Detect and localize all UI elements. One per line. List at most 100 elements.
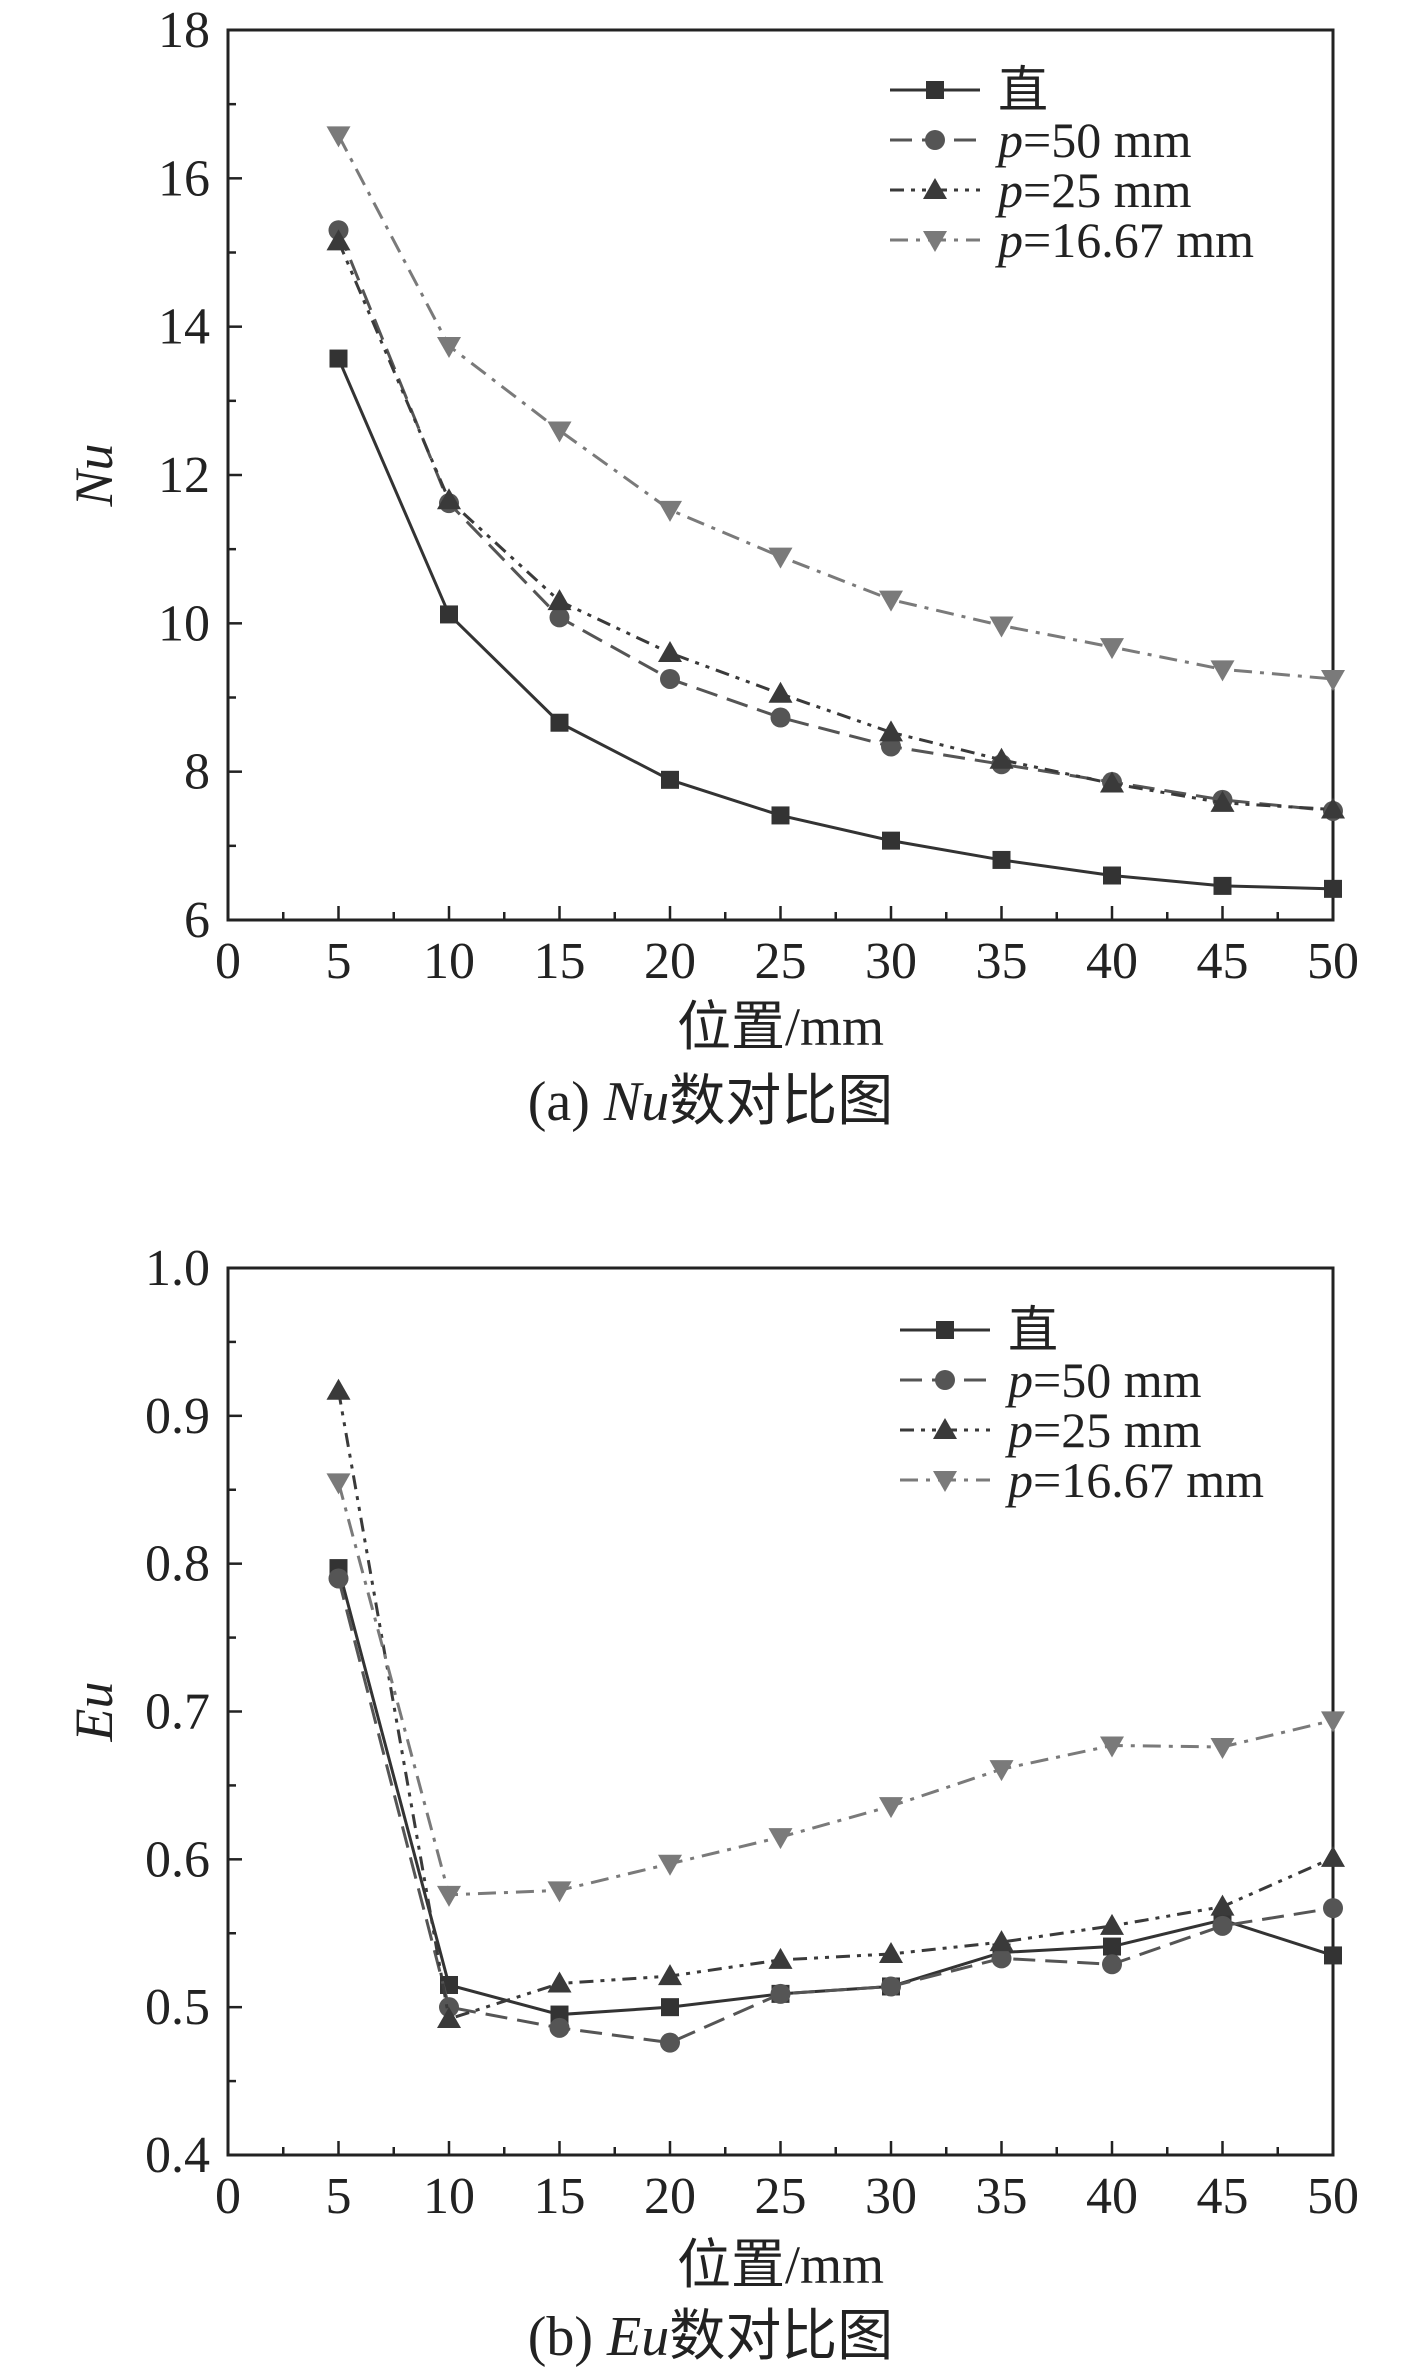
x-tick-label: 40 bbox=[1086, 2168, 1138, 2225]
figure-caption: (b) Eu数对比图 bbox=[528, 2306, 894, 2368]
data-point bbox=[1210, 660, 1235, 682]
data-point bbox=[547, 1971, 572, 1993]
legend-label-var: p bbox=[995, 112, 1023, 168]
series-1 bbox=[329, 1559, 1342, 2024]
data-point bbox=[989, 1930, 1014, 1952]
data-point bbox=[882, 831, 900, 850]
data-point bbox=[1321, 797, 1345, 819]
data-point bbox=[768, 547, 793, 569]
series-2 bbox=[328, 1568, 1343, 2053]
data-point bbox=[879, 1797, 903, 1819]
series-4 bbox=[326, 1473, 1345, 1907]
y-axis-label: Eu bbox=[64, 1682, 124, 1743]
data-point bbox=[1100, 638, 1124, 660]
data-point bbox=[881, 1976, 901, 1997]
data-point bbox=[658, 1854, 682, 1876]
data-point bbox=[1323, 1898, 1343, 1919]
data-point bbox=[329, 349, 348, 368]
legend-label-text: =50 mm bbox=[1023, 112, 1192, 168]
legend-label: 直 bbox=[998, 62, 1048, 118]
legend-label-text: 直 bbox=[1008, 1302, 1058, 1358]
data-point bbox=[768, 681, 793, 703]
data-point bbox=[1212, 1915, 1233, 1936]
data-point bbox=[437, 1885, 461, 1907]
legend-label: p=50 mm bbox=[1005, 1352, 1202, 1408]
data-point bbox=[1324, 879, 1342, 898]
data-point bbox=[1321, 669, 1345, 691]
data-point bbox=[992, 850, 1011, 869]
data-point bbox=[768, 1947, 793, 1969]
x-tick-label: 10 bbox=[423, 933, 475, 990]
data-point bbox=[440, 605, 458, 624]
data-point bbox=[879, 590, 903, 612]
data-point bbox=[1100, 1913, 1124, 1935]
figure-caption: (a) Nu数对比图 bbox=[528, 1071, 894, 1133]
data-point bbox=[547, 1881, 572, 1903]
data-point bbox=[658, 1964, 682, 1986]
x-tick-label: 0 bbox=[215, 2168, 241, 2225]
data-point bbox=[326, 1473, 351, 1495]
series-line bbox=[337, 229, 1334, 813]
legend-marker bbox=[933, 1471, 957, 1492]
x-tick-label: 45 bbox=[1197, 933, 1249, 990]
data-point bbox=[326, 229, 351, 251]
series-line bbox=[337, 134, 1334, 681]
data-point bbox=[771, 806, 790, 825]
x-tick-label: 5 bbox=[326, 933, 352, 990]
caption-suffix: 数对比图 bbox=[669, 1071, 893, 1133]
legend-marker bbox=[936, 1321, 954, 1339]
series-line bbox=[337, 1578, 1334, 2045]
x-tick-label: 45 bbox=[1197, 2168, 1249, 2225]
y-tick-label: 14 bbox=[158, 299, 210, 356]
x-tick-label: 0 bbox=[215, 933, 241, 990]
y-tick-label: 18 bbox=[158, 2, 210, 59]
legend-marker bbox=[933, 1418, 957, 1439]
y-tick-label: 0.9 bbox=[145, 1388, 210, 1445]
chart-panel-b: 0 5 10 15 20 25 30 35 40 45 50 0.4 0.5 0.6 0.7 0.8 0.9 1.… bbox=[64, 1240, 1359, 2368]
data-point bbox=[881, 736, 901, 757]
y-tick-label: 0.7 bbox=[145, 1684, 210, 1741]
legend-label-text: 直 bbox=[998, 62, 1048, 118]
x-tick-label: 30 bbox=[865, 933, 917, 990]
legend-label-text: =50 mm bbox=[1033, 1352, 1202, 1408]
x-tick-label: 50 bbox=[1307, 933, 1359, 990]
legend-label: p=25 mm bbox=[995, 162, 1192, 218]
data-point bbox=[549, 2017, 570, 2038]
data-point bbox=[879, 720, 903, 742]
x-tick-label: 15 bbox=[534, 933, 586, 990]
x-tick-label: 10 bbox=[423, 2168, 475, 2225]
legend-marker bbox=[935, 1370, 955, 1390]
data-point bbox=[1210, 1894, 1235, 1916]
legend-label: 直 bbox=[1008, 1302, 1058, 1358]
y-tick-label: 0.8 bbox=[145, 1536, 210, 1593]
data-point bbox=[1102, 1954, 1122, 1975]
data-point bbox=[660, 2032, 680, 2053]
legend-marker bbox=[923, 231, 947, 252]
legend-label-text: =16.67 mm bbox=[1023, 212, 1254, 268]
data-point bbox=[1100, 1736, 1124, 1758]
x-axis-label: 位置/mm bbox=[677, 997, 884, 1057]
series-2 bbox=[328, 220, 1343, 821]
legend-label-text: =16.67 mm bbox=[1033, 1452, 1264, 1508]
legend-marker bbox=[925, 130, 945, 150]
series-line bbox=[337, 1481, 1334, 1897]
legend-label: p=16.67 mm bbox=[995, 212, 1254, 268]
data-point bbox=[550, 713, 569, 732]
x-tick-label: 25 bbox=[755, 933, 807, 990]
data-point bbox=[547, 421, 572, 443]
series-line bbox=[337, 1567, 1334, 2017]
data-point bbox=[991, 1948, 1012, 1969]
data-point bbox=[1103, 1937, 1121, 1956]
series-line bbox=[337, 240, 1334, 811]
x-axis-label: 位置/mm bbox=[677, 2235, 884, 2295]
y-tick-label: 0.5 bbox=[145, 1979, 210, 2036]
x-tick-label: 5 bbox=[326, 2168, 352, 2225]
data-point bbox=[1324, 1946, 1342, 1965]
data-point bbox=[437, 2006, 461, 2028]
data-point bbox=[770, 1983, 791, 2004]
y-tick-label: 8 bbox=[184, 744, 210, 801]
legend-label-text: =25 mm bbox=[1023, 162, 1192, 218]
legend-marker bbox=[926, 81, 944, 99]
data-point bbox=[326, 126, 351, 148]
legend-label-var: p bbox=[1005, 1352, 1033, 1408]
